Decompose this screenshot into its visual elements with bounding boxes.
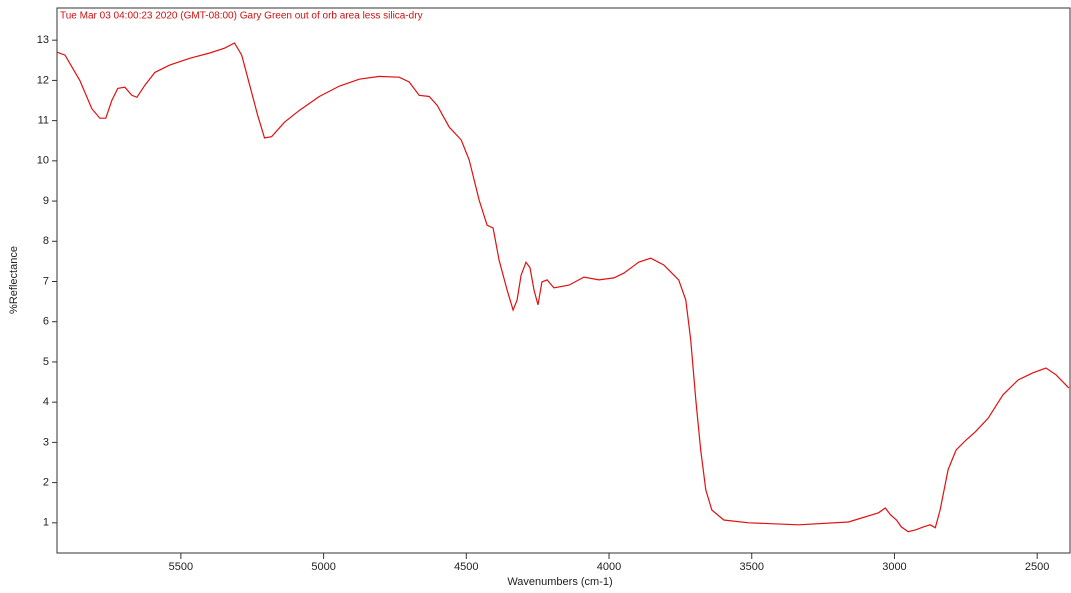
x-tick-label: 3500 <box>740 561 764 573</box>
y-tick-label: 1 <box>43 517 49 529</box>
y-axis-label: %Reflectance <box>8 246 20 314</box>
y-tick-label: 13 <box>37 34 49 46</box>
y-tick-label: 11 <box>38 115 49 127</box>
x-tick-label: 3000 <box>882 561 906 573</box>
y-tick-label: 4 <box>43 396 49 408</box>
y-tick-label: 7 <box>43 275 49 287</box>
y-tick-label: 9 <box>43 195 49 207</box>
y-tick-label: 10 <box>37 155 49 167</box>
y-tick-label: 2 <box>43 477 49 489</box>
y-tick-label: 12 <box>37 74 49 86</box>
y-tick-label: 6 <box>43 316 49 328</box>
x-tick-label: 5500 <box>169 561 193 573</box>
chart-title: Tue Mar 03 04:00:23 2020 (GMT-08:00) Gar… <box>60 11 423 22</box>
x-tick-label: 5000 <box>311 561 335 573</box>
x-tick-label: 4500 <box>454 561 478 573</box>
x-axis-label: Wavenumbers (cm-1) <box>507 576 612 588</box>
y-tick-label: 8 <box>43 235 49 247</box>
y-tick-label: 5 <box>43 356 49 368</box>
x-tick-label: 2500 <box>1025 561 1049 573</box>
y-tick-label: 3 <box>43 436 49 448</box>
spectrum-line <box>56 42 1070 533</box>
plot-frame <box>56 7 1071 554</box>
x-tick-label: 4000 <box>597 561 621 573</box>
